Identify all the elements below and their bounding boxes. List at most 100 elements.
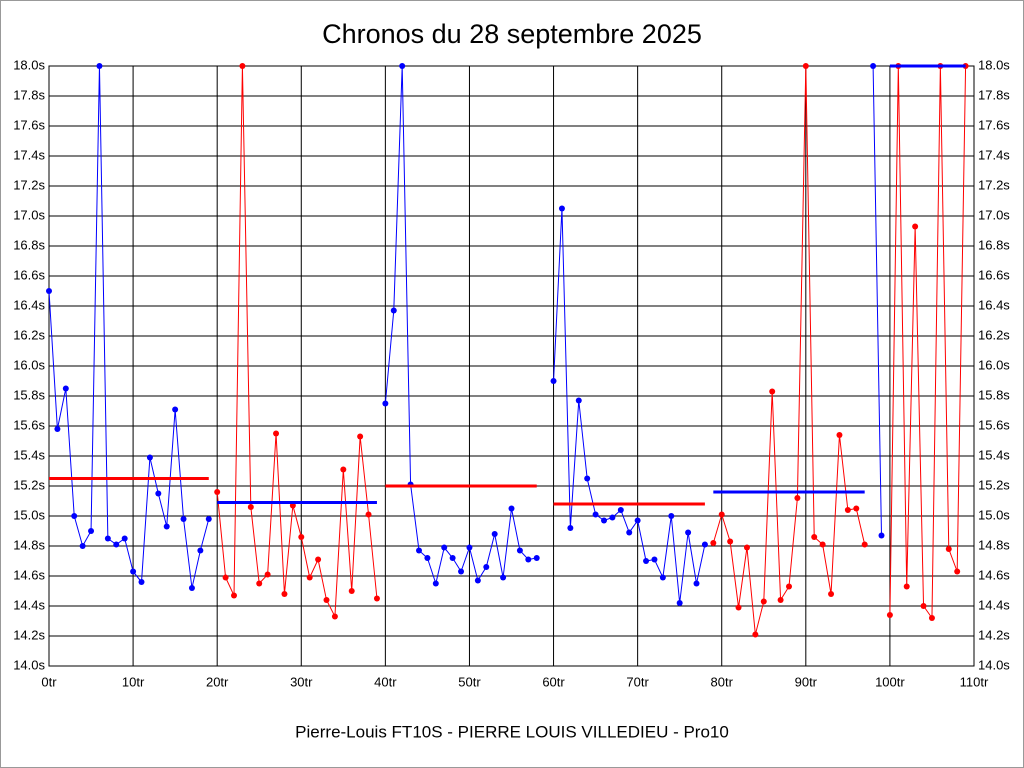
y-tick-label: 17.2s (13, 177, 45, 192)
y2-tick-label: 17.0s (978, 207, 1010, 222)
point (138, 579, 145, 585)
point (96, 63, 103, 69)
point (609, 514, 616, 521)
point (601, 517, 607, 524)
y2-tick-label: 14.6s (978, 567, 1010, 582)
point (912, 223, 919, 230)
y2-tick-label: 16.0s (978, 357, 1010, 372)
point (424, 555, 431, 561)
y-tick-label: 16.4s (13, 297, 45, 312)
x-tick-label: 110tr (960, 674, 989, 689)
point (365, 511, 372, 518)
y2-tick-label: 17.8s (978, 87, 1010, 102)
x-axis-label: Pierre-Louis FT10S - PIERRE LOUIS VILLED… (295, 722, 729, 741)
point (205, 516, 212, 522)
point (315, 556, 322, 563)
point (46, 288, 52, 294)
point (172, 406, 179, 413)
y-tick-label: 16.0s (13, 357, 45, 372)
point (550, 378, 557, 384)
point (533, 555, 540, 561)
point (54, 426, 61, 432)
y2-tick-label: 17.2s (978, 177, 1010, 192)
point (794, 495, 801, 501)
y2-tick-label: 14.4s (978, 597, 1010, 612)
x-tick-label: 100tr (875, 674, 905, 689)
y-tick-label: 15.4s (13, 447, 45, 462)
point (870, 63, 877, 69)
point (643, 558, 650, 564)
point (819, 541, 826, 548)
point (752, 631, 759, 638)
point (676, 600, 683, 606)
y-tick-label: 16.2s (13, 327, 45, 342)
point (247, 504, 254, 510)
point (685, 529, 692, 536)
point (777, 597, 784, 603)
series-line (872, 65, 882, 536)
point (373, 595, 380, 602)
series-line (889, 65, 967, 620)
point (239, 63, 246, 69)
point (264, 571, 271, 578)
point (500, 574, 507, 581)
y2-tick-label: 14.0s (978, 657, 1010, 672)
point (853, 505, 860, 512)
series-line (48, 65, 210, 589)
x-tick-label: 0tr (41, 674, 57, 689)
y2-tick-label: 17.4s (978, 147, 1010, 162)
point (727, 538, 734, 545)
y-tick-label: 17.8s (13, 87, 45, 102)
point (760, 598, 767, 605)
point (79, 543, 86, 549)
point (382, 400, 389, 407)
point (399, 63, 406, 69)
point (659, 574, 666, 581)
point (743, 544, 750, 551)
point (828, 591, 835, 597)
x-tick-label: 60tr (542, 674, 565, 689)
y2-tick-label: 14.8s (978, 537, 1010, 552)
point (214, 489, 221, 495)
point (626, 529, 633, 536)
point (575, 397, 582, 404)
point (273, 430, 280, 437)
y2-tick-label: 18.0s (978, 57, 1010, 72)
point (104, 535, 111, 542)
x-tick-label: 90tr (795, 674, 818, 689)
y-tick-label: 14.6s (13, 567, 45, 582)
x-tick-label: 70tr (626, 674, 649, 689)
point (693, 580, 700, 587)
point (180, 516, 187, 522)
x-tick-label: 10tr (122, 674, 145, 689)
y-tick-label: 15.0s (13, 507, 45, 522)
point (811, 534, 818, 540)
y-tick-label: 17.6s (13, 117, 45, 132)
point (617, 507, 624, 513)
x-tick-label: 50tr (458, 674, 481, 689)
point (945, 546, 952, 552)
x-tick-label: 30tr (290, 674, 313, 689)
chart-title: Chronos du 28 septembre 2025 (322, 19, 702, 49)
y2-tick-label: 15.2s (978, 477, 1010, 492)
point (592, 511, 599, 518)
point (903, 583, 910, 590)
point (525, 556, 532, 563)
point (348, 588, 355, 594)
point (584, 475, 591, 482)
point (222, 574, 229, 581)
point (769, 388, 776, 395)
point (558, 205, 565, 212)
y2-tick-label: 14.2s (978, 627, 1010, 642)
y2-tick-label: 16.4s (978, 297, 1010, 312)
y-tick-label: 18.0s (13, 57, 45, 72)
y-tick-label: 16.6s (13, 267, 45, 282)
y-tick-label: 15.2s (13, 477, 45, 492)
point (71, 513, 78, 519)
point (474, 577, 481, 584)
y2-tick-label: 17.6s (978, 117, 1010, 132)
series-line (216, 65, 378, 619)
point (786, 583, 792, 590)
